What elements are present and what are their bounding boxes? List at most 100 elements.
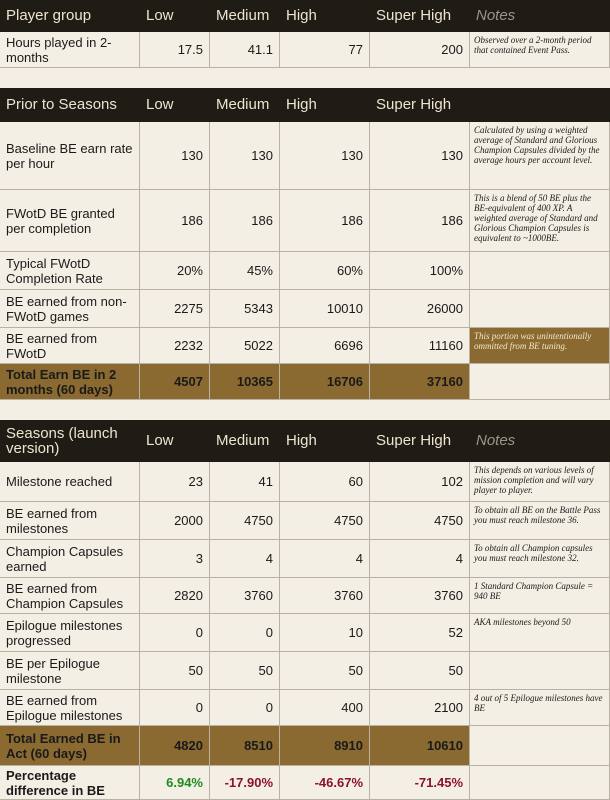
note-cell: 4 out of 5 Epilogue milestones have BE — [470, 690, 610, 726]
header-cell: Super High — [370, 420, 470, 462]
value-cell: 50 — [280, 652, 370, 690]
value-cell: -17.90% — [210, 766, 280, 800]
note-cell: AKA milestones beyond 50 — [470, 614, 610, 652]
row-label: BE earned from FWotD — [0, 328, 140, 364]
row-label: BE earned from non-FWotD games — [0, 290, 140, 328]
value-cell: 0 — [140, 690, 210, 726]
value-cell: 10610 — [370, 726, 470, 766]
header-cell: Player group — [0, 0, 140, 32]
row-label: Total Earned BE in Act (60 days) — [0, 726, 140, 766]
value-cell: 6.94% — [140, 766, 210, 800]
value-cell: 60 — [280, 462, 370, 502]
header-cell: Prior to Seasons — [0, 88, 140, 122]
note-cell: Calculated by using a weighted average o… — [470, 122, 610, 190]
note-cell — [470, 364, 610, 400]
value-cell: 130 — [140, 122, 210, 190]
value-cell: 10365 — [210, 364, 280, 400]
note-cell — [470, 290, 610, 328]
value-cell: 4 — [210, 540, 280, 578]
value-cell: 2100 — [370, 690, 470, 726]
value-cell: 20% — [140, 252, 210, 290]
value-cell: 186 — [280, 190, 370, 252]
value-cell: 3760 — [210, 578, 280, 614]
value-cell: 4820 — [140, 726, 210, 766]
row-label: Epilogue milestones progressed — [0, 614, 140, 652]
value-cell: 11160 — [370, 328, 470, 364]
note-cell: 1 Standard Champion Capsule = 940 BE — [470, 578, 610, 614]
value-cell: 45% — [210, 252, 280, 290]
value-cell: 3760 — [370, 578, 470, 614]
value-cell: -46.67% — [280, 766, 370, 800]
row-label: Milestone reached — [0, 462, 140, 502]
header-cell: Notes — [470, 420, 610, 462]
value-cell: 3760 — [280, 578, 370, 614]
value-cell: 130 — [210, 122, 280, 190]
note-cell: This portion was unintentionally ommitte… — [470, 328, 610, 364]
header-cell: Medium — [210, 0, 280, 32]
note-cell: To obtain all Champion capsules you must… — [470, 540, 610, 578]
row-label: Hours played in 2-months — [0, 32, 140, 68]
note-cell: This is a blend of 50 BE plus the BE-equ… — [470, 190, 610, 252]
value-cell: 4750 — [280, 502, 370, 540]
value-cell: 50 — [140, 652, 210, 690]
value-cell: 17.5 — [140, 32, 210, 68]
note-cell: To obtain all BE on the Battle Pass you … — [470, 502, 610, 540]
value-cell: 200 — [370, 32, 470, 68]
header-cell: Super High — [370, 0, 470, 32]
note-cell — [470, 766, 610, 800]
note-cell — [470, 652, 610, 690]
value-cell: 60% — [280, 252, 370, 290]
value-cell: 0 — [210, 690, 280, 726]
row-label: BE earned from milestones — [0, 502, 140, 540]
value-cell: 4750 — [210, 502, 280, 540]
value-cell: 0 — [210, 614, 280, 652]
value-cell: 2820 — [140, 578, 210, 614]
row-label: BE per Epilogue milestone — [0, 652, 140, 690]
note-cell: This depends on various levels of missio… — [470, 462, 610, 502]
value-cell: 52 — [370, 614, 470, 652]
header-cell: Medium — [210, 420, 280, 462]
value-cell: 10 — [280, 614, 370, 652]
row-label: Baseline BE earn rate per hour — [0, 122, 140, 190]
header-cell: Low — [140, 0, 210, 32]
header-cell: Seasons (launch version) — [0, 420, 140, 462]
value-cell: 41.1 — [210, 32, 280, 68]
value-cell: 26000 — [370, 290, 470, 328]
row-label: FWotD BE granted per completion — [0, 190, 140, 252]
value-cell: 186 — [210, 190, 280, 252]
value-cell: 4750 — [370, 502, 470, 540]
row-label: Champion Capsules earned — [0, 540, 140, 578]
header-cell: High — [280, 88, 370, 122]
row-label: Percentage difference in BE — [0, 766, 140, 800]
value-cell: 3 — [140, 540, 210, 578]
value-cell: 5022 — [210, 328, 280, 364]
header-cell — [470, 88, 610, 122]
value-cell: 2275 — [140, 290, 210, 328]
value-cell: 5343 — [210, 290, 280, 328]
value-cell: 10010 — [280, 290, 370, 328]
value-cell: 41 — [210, 462, 280, 502]
note-cell — [470, 252, 610, 290]
value-cell: 186 — [140, 190, 210, 252]
value-cell: 37160 — [370, 364, 470, 400]
value-cell: 8510 — [210, 726, 280, 766]
value-cell: 102 — [370, 462, 470, 502]
note-cell — [470, 726, 610, 766]
value-cell: 2232 — [140, 328, 210, 364]
row-label: BE earned from Epilogue milestones — [0, 690, 140, 726]
value-cell: -71.45% — [370, 766, 470, 800]
header-cell: Medium — [210, 88, 280, 122]
header-cell: Notes — [470, 0, 610, 32]
value-cell: 186 — [370, 190, 470, 252]
value-cell: 0 — [140, 614, 210, 652]
row-label: Typical FWotD Completion Rate — [0, 252, 140, 290]
header-cell: High — [280, 420, 370, 462]
value-cell: 4 — [370, 540, 470, 578]
value-cell: 23 — [140, 462, 210, 502]
value-cell: 4 — [280, 540, 370, 578]
value-cell: 2000 — [140, 502, 210, 540]
header-cell: Low — [140, 420, 210, 462]
value-cell: 100% — [370, 252, 470, 290]
note-cell: Observed over a 2-month period that cont… — [470, 32, 610, 68]
